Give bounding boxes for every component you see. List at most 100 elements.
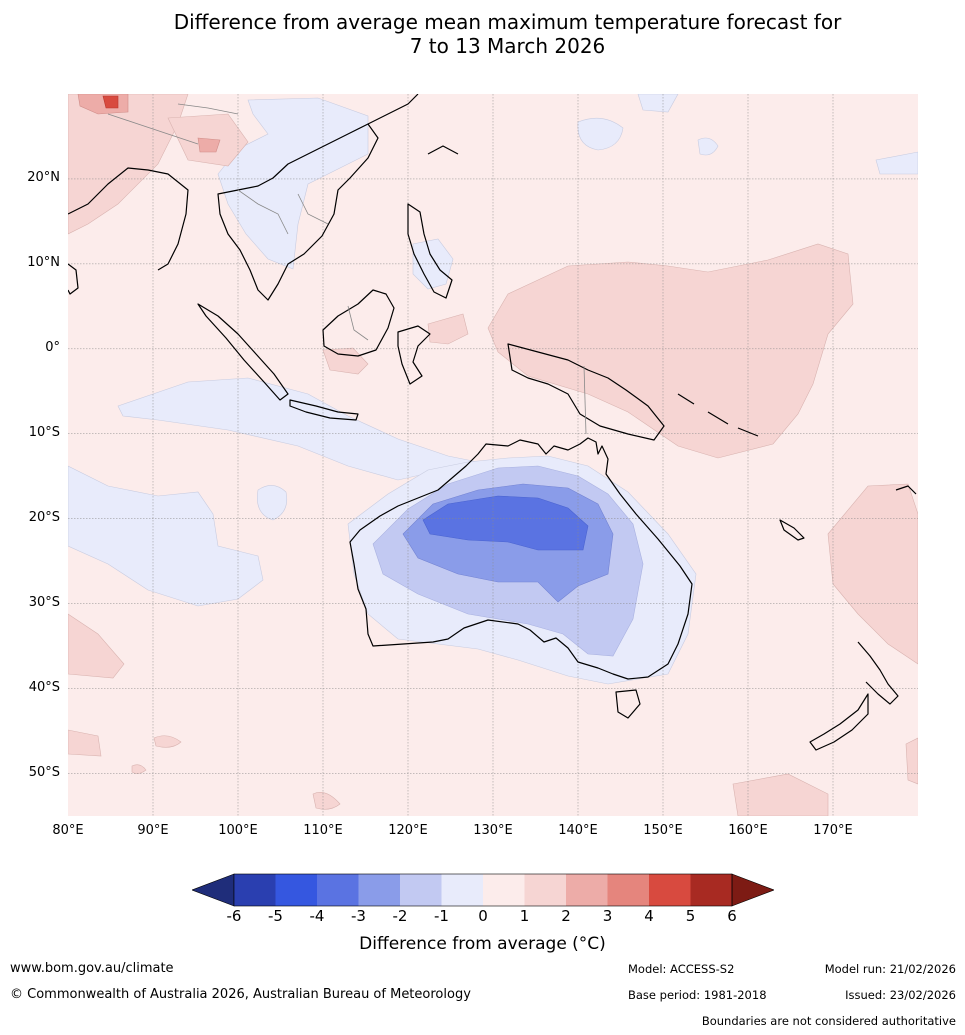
coast-tasmania xyxy=(615,689,641,719)
lon-label-90e: 90°E xyxy=(137,823,169,838)
issued-text: Issued: 23/02/2026 xyxy=(845,988,956,1002)
lat-label-0: 0° xyxy=(45,340,60,355)
colorbar-extend-high xyxy=(731,873,774,907)
coast-java xyxy=(289,399,359,421)
lat-label-20s: 20°S xyxy=(28,510,60,525)
coast-india xyxy=(68,167,189,271)
colorbar-tick-label: -3 xyxy=(351,907,366,925)
colorbar-extend-low xyxy=(192,873,235,907)
colorbar-tick-label: 3 xyxy=(602,907,613,925)
lon-label-80e: 80°E xyxy=(52,823,84,838)
lat-label-50s: 50°S xyxy=(28,765,60,780)
boundary-himalaya xyxy=(107,103,239,145)
colorbar-tick-label: 6 xyxy=(727,907,737,925)
anomaly-south-blob-3 xyxy=(312,792,341,810)
anomaly-southeast-blob xyxy=(697,137,719,156)
colorbar-tick-label: -4 xyxy=(309,907,325,925)
anomaly-southwest-pacific-warm xyxy=(827,483,918,665)
colorbar-bin xyxy=(483,874,525,906)
country-boundaries xyxy=(107,103,587,435)
colorbar-tick-label: 5 xyxy=(685,907,696,925)
anomaly-south-blob-1 xyxy=(68,729,102,757)
coast-sumatra xyxy=(197,303,289,401)
anomaly-indochina-blob xyxy=(217,97,369,270)
coast-new-guinea xyxy=(507,343,665,441)
coast-south-island-nz xyxy=(809,693,869,751)
anomaly-far-north-blob xyxy=(637,94,679,113)
map-canvas xyxy=(68,94,918,816)
anomaly-tropical-pacific-warm xyxy=(487,243,854,459)
lat-label-10s: 10°S xyxy=(28,425,60,440)
colorbar-bin xyxy=(441,874,483,906)
lon-label-170e: 170°E xyxy=(813,823,853,838)
colorbar-tick-label: -6 xyxy=(226,907,242,925)
colorbar-tick-label: -5 xyxy=(268,907,283,925)
lon-label-150e: 150°E xyxy=(643,823,683,838)
anomaly-tibet-hot xyxy=(197,137,221,153)
colorbar-bin xyxy=(649,874,691,906)
base-period-text: Base period: 1981-2018 xyxy=(628,988,767,1002)
anomaly-west-ocean-blob xyxy=(68,465,264,607)
coast-sulawesi xyxy=(397,325,431,385)
colorbar xyxy=(192,873,774,907)
lat-label-20n: 20°N xyxy=(27,170,60,185)
coast-new-caledonia xyxy=(779,519,805,541)
colorbar-bin xyxy=(317,874,359,906)
anomaly-himalaya-warm xyxy=(68,94,189,235)
coast-borneo xyxy=(322,289,395,357)
lat-label-40s: 40°S xyxy=(28,680,60,695)
boundary-png xyxy=(583,365,587,435)
coast-fiji xyxy=(895,485,917,495)
colorbar-label: Difference from average (°C) xyxy=(359,934,606,954)
colorbar-bin xyxy=(690,874,732,906)
colorbar-bin xyxy=(607,874,649,906)
anomaly-png-warm xyxy=(427,313,469,345)
anomaly-philippines-blob xyxy=(412,238,454,290)
colorbar-frame xyxy=(233,873,733,907)
website-link[interactable]: www.bom.gov.au/climate xyxy=(10,961,174,976)
anomaly-south-blob-4 xyxy=(131,764,147,774)
coast-australia xyxy=(349,437,693,680)
colorbar-tick-label: 1 xyxy=(519,907,530,925)
lat-label-30s: 30°S xyxy=(28,595,60,610)
anomaly-himalaya-hotter xyxy=(102,95,119,109)
boundary-borneo xyxy=(347,305,369,341)
anomaly-east-nz-warm xyxy=(905,737,918,785)
coast-solomon-islands xyxy=(677,393,759,437)
graticule xyxy=(68,94,918,816)
colorbar-bin xyxy=(524,874,566,906)
colorbar-tick-label: 4 xyxy=(644,907,654,925)
colorbar-tick-label: -2 xyxy=(392,907,408,925)
coastlines xyxy=(68,94,917,751)
anomaly-australia-minus-4 xyxy=(422,495,589,551)
colorbar-bin xyxy=(400,874,442,906)
disclaimer-text: Boundaries are not considered authoritat… xyxy=(701,1014,956,1028)
anomaly-borneo-warm xyxy=(322,347,369,375)
coast-philippines xyxy=(407,203,453,299)
anomaly-north-pacific-blob xyxy=(577,117,624,151)
model-text: Model: ACCESS-S2 xyxy=(628,962,735,976)
colorbar-tick-label: 0 xyxy=(478,907,488,925)
coast-sri-lanka xyxy=(68,263,79,295)
lon-label-130e: 130°E xyxy=(473,823,513,838)
anomaly-east-blob xyxy=(875,151,918,175)
colorbar-tick-label: -1 xyxy=(434,907,449,925)
anomaly-small-blob xyxy=(257,485,287,521)
title-line-2: 7 to 13 March 2026 xyxy=(409,34,606,58)
copyright-text: © Commonwealth of Australia 2026, Austra… xyxy=(10,987,471,1002)
lon-label-140e: 140°E xyxy=(558,823,598,838)
coast-indochina xyxy=(217,123,379,301)
model-run-text: Model run: 21/02/2026 xyxy=(824,962,956,976)
coast-south-china xyxy=(367,94,459,155)
forecast-map xyxy=(68,94,918,816)
lon-label-100e: 100°E xyxy=(218,823,258,838)
anomaly-south-blob-2 xyxy=(153,735,182,748)
colorbar-tick-label: 2 xyxy=(561,907,571,925)
colorbar-bin xyxy=(566,874,608,906)
lat-label-10n: 10°N xyxy=(27,255,60,270)
lon-label-160e: 160°E xyxy=(728,823,768,838)
colorbar-bin xyxy=(358,874,400,906)
anomaly-tasman-warm xyxy=(732,773,829,816)
boundary-indochina xyxy=(237,189,329,235)
title-line-1: Difference from average mean maximum tem… xyxy=(173,10,842,34)
